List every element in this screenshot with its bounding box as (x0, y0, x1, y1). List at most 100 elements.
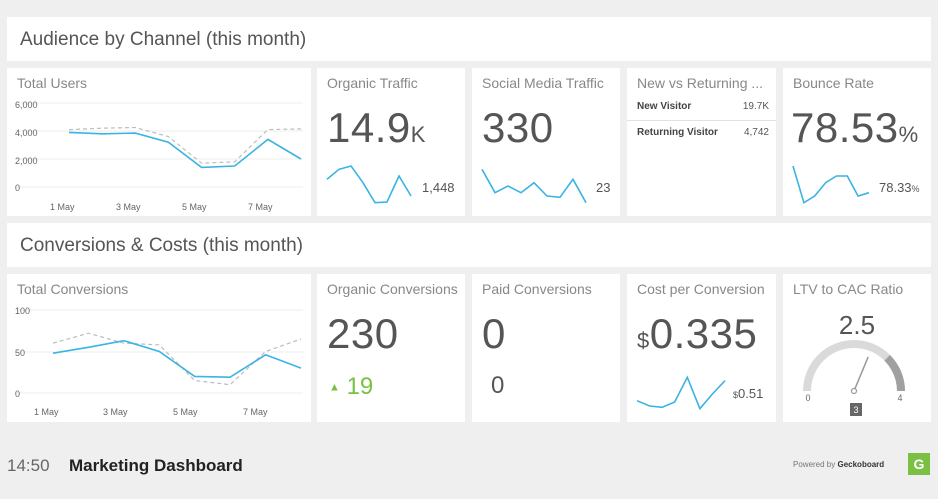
widget-title: Total Conversions (17, 281, 129, 297)
y-tick-label: 0 (15, 389, 20, 399)
value-number: 78.33 (879, 180, 912, 195)
x-tick-label: 5 May (182, 202, 207, 212)
sparkline (481, 168, 587, 204)
bounce-rate-secondary: 78.33% (879, 180, 920, 195)
social-traffic-value: 330 (482, 104, 554, 152)
clock-time: 14:50 (7, 456, 50, 475)
ltv-cac-value: 2.5 (838, 310, 876, 340)
list-item-value: 4,742 (743, 127, 769, 138)
widget-bounce-rate[interactable]: Bounce Rate 78.53% 78.33% (783, 68, 931, 216)
current-period-line (52, 339, 302, 379)
value-number: 0.51 (738, 386, 764, 401)
widget-organic-conversions[interactable]: Organic Conversions 230 ▲ 19 (317, 274, 465, 422)
paid-conversions-value: 0 (482, 310, 506, 358)
section-header-conversions: Conversions & Costs (this month) (7, 223, 931, 267)
gauge-track (803, 340, 905, 392)
value-number: 14.9 (327, 104, 411, 151)
x-tick-label: 7 May (248, 202, 273, 212)
y-tick-label: 50 (15, 348, 25, 358)
widget-title: Total Users (17, 75, 88, 91)
bounce-rate-value: 78.53% (791, 104, 919, 152)
gauge-min-label: 0 (805, 393, 810, 403)
organic-conversions-value: 230 (327, 310, 399, 358)
widget-ltv-cac-ratio[interactable]: LTV to CAC Ratio 2.5 0 4 3 (783, 274, 931, 422)
organic-traffic-secondary: 1,448 (422, 180, 455, 195)
widget-title: Paid Conversions (482, 281, 592, 297)
change-value: 19 (346, 373, 374, 400)
list-item-label: Returning Visitor (637, 127, 718, 138)
cost-per-conversion-secondary: $0.51 (733, 386, 763, 401)
section-title: Conversions & Costs (this month) (20, 235, 303, 256)
value-unit: % (911, 184, 920, 194)
widget-total-users[interactable]: Total Users 6,000 4,000 2,000 0 1 May 3 … (7, 68, 311, 216)
gauge-needle (853, 356, 869, 392)
y-tick-label: 4,000 (15, 128, 38, 138)
widget-title: New vs Returning ... (637, 75, 764, 91)
widget-title: Bounce Rate (793, 75, 874, 91)
paid-conversions-secondary: 0 (491, 372, 505, 399)
cost-per-conversion-sparkline (636, 375, 726, 411)
value-unit: K (410, 122, 426, 147)
organic-conversions-change: ▲ 19 (329, 373, 373, 401)
y-tick-label: 0 (15, 183, 20, 193)
section-header-audience: Audience by Channel (this month) (7, 17, 931, 61)
widget-title: Cost per Conversion (637, 281, 765, 297)
row-divider (627, 120, 776, 121)
social-traffic-sparkline (481, 168, 587, 204)
widget-social-media-traffic[interactable]: Social Media Traffic 330 23 (472, 68, 620, 216)
up-arrow-icon: ▲ (329, 381, 340, 394)
x-tick-label: 1 May (50, 202, 75, 212)
value-unit: % (898, 122, 919, 147)
social-traffic-secondary: 23 (596, 180, 611, 195)
previous-period-line (68, 126, 302, 164)
widget-new-vs-returning[interactable]: New vs Returning ... New Visitor 19.7K R… (627, 68, 776, 216)
widget-organic-traffic[interactable]: Organic Traffic 14.9K 1,448 (317, 68, 465, 216)
dashboard-footer: 14:50 Marketing Dashboard Powered by Gec… (0, 447, 938, 487)
widget-title: Organic Traffic (327, 75, 418, 91)
organic-traffic-sparkline (326, 165, 412, 204)
gauge-target-badge (850, 403, 862, 416)
powered-by-text: Powered by Geckoboard (793, 460, 884, 469)
widget-title: Social Media Traffic (482, 75, 604, 91)
powered-brand: Geckoboard (837, 460, 885, 469)
widget-title: Organic Conversions (327, 281, 458, 297)
powered-prefix: Powered by (793, 460, 836, 469)
widget-cost-per-conversion[interactable]: Cost per Conversion $0.335 $0.51 (627, 274, 776, 422)
gauge-hub (850, 387, 858, 395)
dashboard-title: Marketing Dashboard (69, 456, 243, 475)
sparkline (636, 375, 726, 411)
total-users-chart: 6,000 4,000 2,000 0 1 May 3 May 5 May 7 … (15, 100, 303, 212)
sparkline (792, 165, 870, 204)
y-tick-label: 2,000 (15, 156, 38, 166)
value-number: 330 (482, 104, 554, 151)
list-item-returning-visitor: Returning Visitor 4,742 (637, 127, 769, 138)
sparkline (326, 165, 412, 204)
value-currency: $ (637, 328, 650, 353)
widget-title: LTV to CAC Ratio (793, 281, 904, 297)
gauge-max-label: 4 (897, 393, 902, 403)
x-tick-label: 7 May (243, 407, 268, 417)
widget-paid-conversions[interactable]: Paid Conversions 0 0 (472, 274, 620, 422)
widget-total-conversions[interactable]: Total Conversions 100 50 0 1 May 3 May 5… (7, 274, 311, 422)
cost-per-conversion-value: $0.335 (637, 310, 757, 358)
gauge-target-band (884, 354, 905, 392)
previous-period-line (52, 332, 302, 386)
x-tick-label: 3 May (103, 407, 128, 417)
value-number: 0 (482, 310, 506, 357)
current-period-line (68, 131, 302, 169)
list-item-value: 19.7K (742, 101, 769, 112)
total-conversions-chart: 100 50 0 1 May 3 May 5 May 7 May (15, 306, 303, 417)
gauge-target-label: 3 (853, 405, 858, 415)
y-tick-label: 6,000 (15, 100, 38, 110)
value-currency: $ (733, 390, 739, 400)
value-number: 78.53 (791, 104, 899, 151)
list-item-new-visitor: New Visitor 19.7K (637, 101, 769, 112)
x-tick-label: 1 May (34, 407, 59, 417)
geckoboard-logo-icon: G (908, 453, 930, 475)
x-tick-label: 5 May (173, 407, 198, 417)
organic-traffic-value: 14.9K (327, 104, 426, 152)
x-tick-label: 3 May (116, 202, 141, 212)
value-number: 230 (327, 310, 399, 357)
list-item-label: New Visitor (637, 101, 692, 112)
value-number: 0.335 (649, 310, 758, 357)
